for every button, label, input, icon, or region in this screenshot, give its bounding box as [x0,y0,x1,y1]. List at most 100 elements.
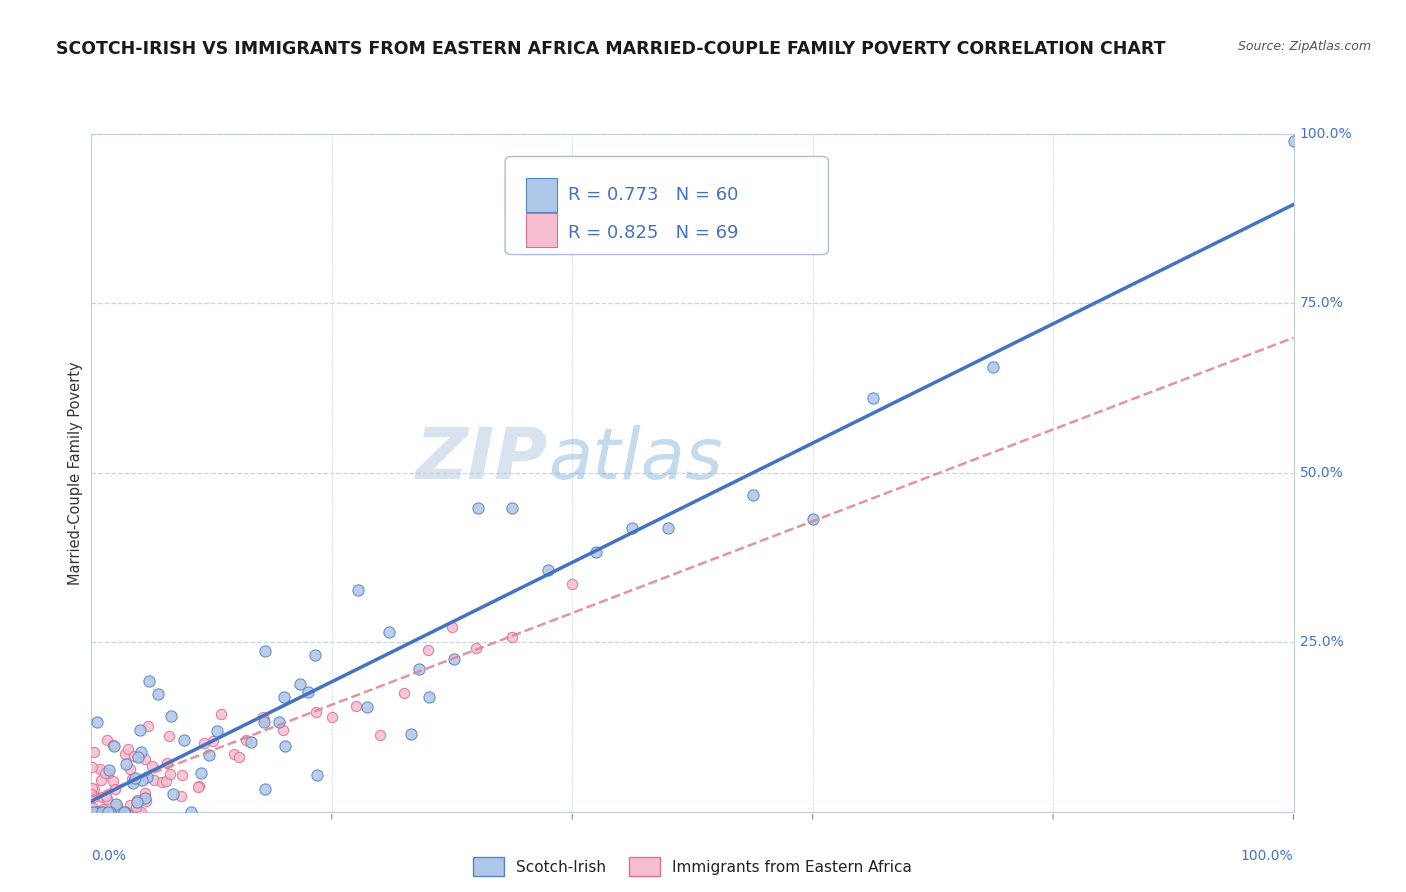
Point [621,520,644,534]
Text: 100.0%: 100.0% [1299,127,1353,141]
Point [561,577,583,591]
Point [274,739,297,753]
Point [267,714,290,729]
Point [103,739,125,753]
Point [91,801,114,815]
Point [198,748,221,763]
Point [253,643,276,657]
Point [205,723,228,738]
Point [83,781,105,796]
Point [305,705,328,719]
Point [981,360,1004,375]
Point [408,662,430,676]
Point [86,805,108,819]
Point [228,749,250,764]
Point [465,640,488,655]
Point [356,700,378,714]
Point [104,782,127,797]
Point [105,799,128,814]
Text: ZIP: ZIP [416,425,548,493]
Point [156,756,179,771]
Point [170,789,193,804]
Point [94,766,117,780]
Point [307,768,329,782]
Point [537,563,560,577]
Point [131,745,153,759]
Point [501,630,523,644]
Point [377,625,399,640]
Point [91,789,114,804]
Point [150,775,173,789]
Point [585,545,607,559]
Point [124,771,146,785]
Text: 50.0%: 50.0% [1299,466,1343,480]
Point [240,735,263,749]
Point [117,742,139,756]
Point [657,521,679,535]
Point [271,723,294,738]
Point [157,729,180,743]
Point [134,791,156,805]
Point [127,749,149,764]
Point [82,805,104,819]
Point [202,734,225,748]
Text: SCOTCH-IRISH VS IMMIGRANTS FROM EASTERN AFRICA MARRIED-COUPLE FAMILY POVERTY COR: SCOTCH-IRISH VS IMMIGRANTS FROM EASTERN … [56,40,1166,58]
Point [186,780,208,794]
Point [501,500,523,515]
Point [155,773,177,788]
Point [290,677,312,691]
Point [297,684,319,698]
Point [90,805,112,819]
Point [368,728,391,742]
Point [80,760,103,774]
Point [1282,134,1305,148]
Point [467,501,489,516]
Point [187,779,209,793]
Point [125,799,148,814]
Text: 100.0%: 100.0% [1241,849,1294,863]
Text: R = 0.825   N = 69: R = 0.825 N = 69 [568,224,740,242]
Point [160,709,183,723]
Point [440,620,463,634]
Text: 75.0%: 75.0% [1299,296,1343,310]
Point [399,727,422,741]
Point [253,713,276,727]
Y-axis label: Married-Couple Family Poverty: Married-Couple Family Poverty [67,361,83,584]
Point [122,776,145,790]
Point [392,686,415,700]
Point [101,774,124,789]
Point [96,733,118,747]
Point [129,723,152,738]
Point [83,746,105,760]
Point [235,732,257,747]
Point [90,805,112,819]
Point [80,781,103,796]
Point [136,771,159,785]
Point [190,766,212,780]
Text: 0.0%: 0.0% [91,849,127,863]
Legend: Scotch-Irish, Immigrants from Eastern Africa: Scotch-Irish, Immigrants from Eastern Af… [467,851,918,882]
Point [222,747,245,761]
Point [103,739,125,753]
Text: Source: ZipAtlas.com: Source: ZipAtlas.com [1237,40,1371,54]
Point [741,488,763,502]
Point [416,643,439,657]
Point [135,794,157,808]
Point [90,804,112,818]
Text: R = 0.773   N = 60: R = 0.773 N = 60 [568,186,738,203]
Point [129,805,152,819]
Point [131,773,153,788]
Point [104,797,127,812]
Point [146,687,169,701]
Point [347,583,370,598]
Point [83,790,105,805]
Point [112,805,135,819]
Point [80,787,103,801]
Point [114,747,136,761]
Point [418,690,440,704]
Point [162,788,184,802]
Point [94,789,117,804]
Point [97,766,120,780]
Point [127,805,149,819]
Point [253,715,276,730]
